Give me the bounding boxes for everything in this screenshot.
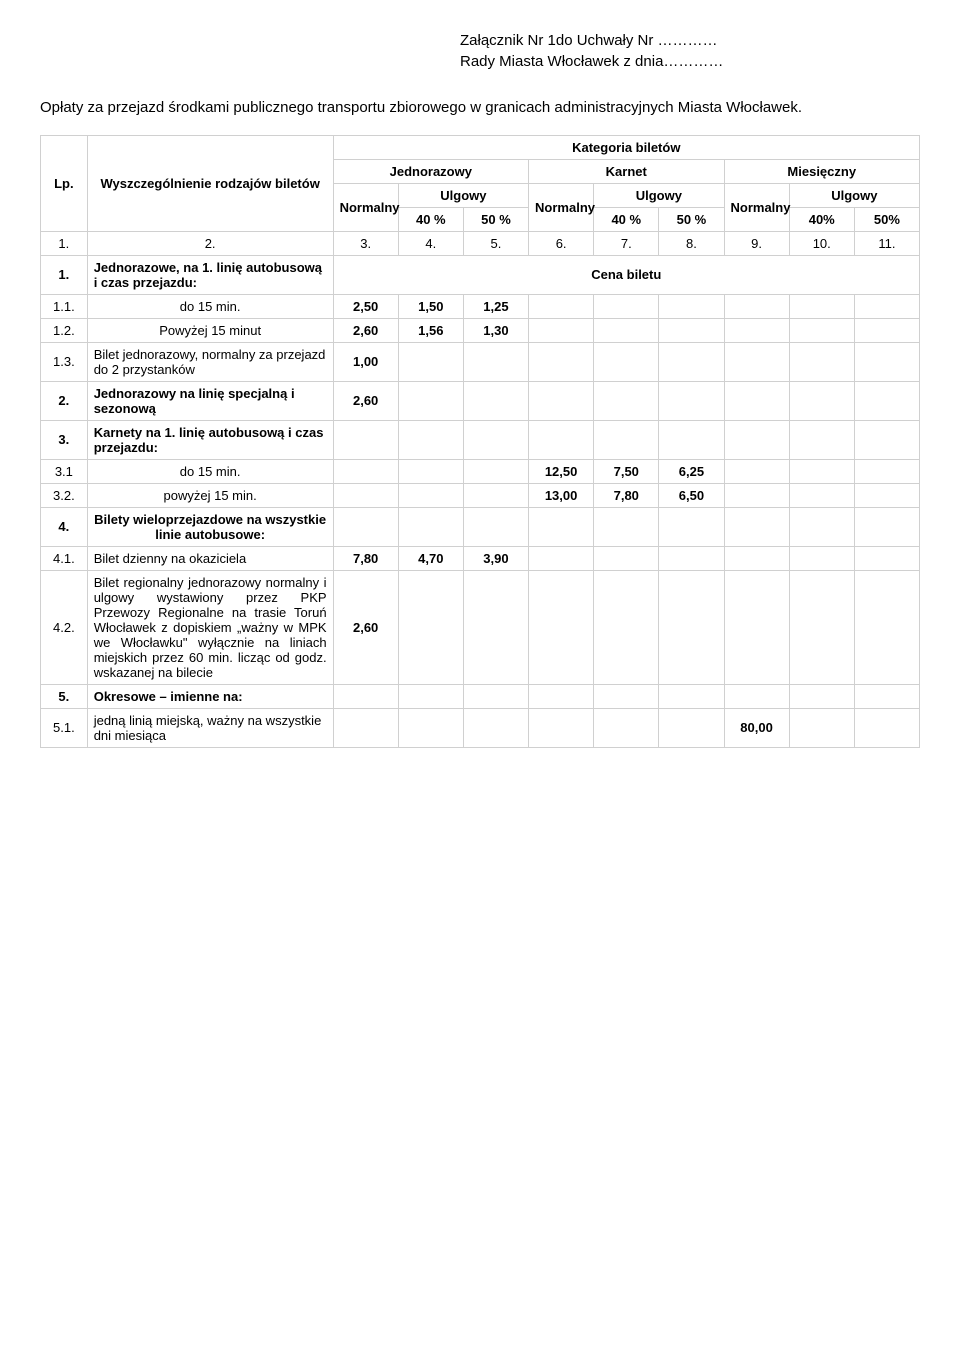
lp-13: 1.3. [41, 342, 88, 381]
header-row-1: Lp. Wyszczególnienie rodzajów biletów Ka… [41, 135, 920, 159]
num-4: 4. [398, 231, 463, 255]
header-line1: Załącznik Nr 1do Uchwały Nr ………… [460, 32, 718, 49]
v-41-3: 3,90 [463, 546, 528, 570]
desc-51: jedną linią miejską, ważny na wszystkie … [87, 708, 333, 747]
desc-12: Powyżej 15 minut [87, 318, 333, 342]
v-31-4: 12,50 [529, 459, 594, 483]
th-50b: 50 % [659, 207, 724, 231]
desc-32: powyżej 15 min. [87, 483, 333, 507]
th-kategoria: Kategoria biletów [333, 135, 919, 159]
v-12-3: 1,30 [463, 318, 528, 342]
lp-11: 1.1. [41, 294, 88, 318]
row-51: 5.1. jedną linią miejską, ważny na wszys… [41, 708, 920, 747]
th-norm3: Normalny [724, 183, 789, 231]
row-5: 5. Okresowe – imienne na: [41, 684, 920, 708]
v-11-2: 1,50 [398, 294, 463, 318]
v-32-4: 13,00 [529, 483, 594, 507]
number-row: 1. 2. 3. 4. 5. 6. 7. 8. 9. 10. 11. [41, 231, 920, 255]
th-wysz: Wyszczególnienie rodzajów biletów [87, 135, 333, 231]
lp-1: 1. [41, 255, 88, 294]
v-31-6: 6,25 [659, 459, 724, 483]
v-41-2: 4,70 [398, 546, 463, 570]
row-31: 3.1 do 15 min. 12,50 7,50 6,25 [41, 459, 920, 483]
v-13-1: 1,00 [333, 342, 398, 381]
num-9: 9. [724, 231, 789, 255]
th-ulg1: Ulgowy [398, 183, 528, 207]
v-12-2: 1,56 [398, 318, 463, 342]
desc-2: Jednorazowy na linię specjalną i sezonow… [87, 381, 333, 420]
v-42-1: 2,60 [333, 570, 398, 684]
lp-2: 2. [41, 381, 88, 420]
th-ulg2: Ulgowy [594, 183, 724, 207]
desc-31: do 15 min. [87, 459, 333, 483]
th-40b: 40 % [594, 207, 659, 231]
v-11-3: 1,25 [463, 294, 528, 318]
row-41: 4.1. Bilet dzienny na okaziciela 7,80 4,… [41, 546, 920, 570]
v-31-5: 7,50 [594, 459, 659, 483]
fare-table: Lp. Wyszczególnienie rodzajów biletów Ka… [40, 135, 920, 748]
desc-1: Jednorazowe, na 1. linię autobusową i cz… [87, 255, 333, 294]
lp-31: 3.1 [41, 459, 88, 483]
v-12-1: 2,60 [333, 318, 398, 342]
row-12: 1.2. Powyżej 15 minut 2,60 1,56 1,30 [41, 318, 920, 342]
num-2: 2. [87, 231, 333, 255]
num-8: 8. [659, 231, 724, 255]
row-2: 2. Jednorazowy na linię specjalną i sezo… [41, 381, 920, 420]
v-11-1: 2,50 [333, 294, 398, 318]
row-42: 4.2. Bilet regionalny jednorazowy normal… [41, 570, 920, 684]
desc-3: Karnety na 1. linię autobusową i czas pr… [87, 420, 333, 459]
num-7: 7. [594, 231, 659, 255]
th-40a: 40 % [398, 207, 463, 231]
row-13: 1.3. Bilet jednorazowy, normalny za prze… [41, 342, 920, 381]
lp-51: 5.1. [41, 708, 88, 747]
desc-11: do 15 min. [87, 294, 333, 318]
desc-41: Bilet dzienny na okaziciela [87, 546, 333, 570]
th-norm1: Normalny [333, 183, 398, 231]
v-51-7: 80,00 [724, 708, 789, 747]
lp-42: 4.2. [41, 570, 88, 684]
lp-41: 4.1. [41, 546, 88, 570]
th-lp: Lp. [41, 135, 88, 231]
num-1: 1. [41, 231, 88, 255]
th-norm2: Normalny [529, 183, 594, 231]
intro-paragraph: Opłaty za przejazd środkami publicznego … [40, 97, 920, 120]
th-50a: 50 % [463, 207, 528, 231]
lp-32: 3.2. [41, 483, 88, 507]
num-6: 6. [529, 231, 594, 255]
lp-4: 4. [41, 507, 88, 546]
row-1: 1. Jednorazowe, na 1. linię autobusową i… [41, 255, 920, 294]
th-karnet: Karnet [529, 159, 724, 183]
row-11: 1.1. do 15 min. 2,50 1,50 1,25 [41, 294, 920, 318]
row-3: 3. Karnety na 1. linię autobusową i czas… [41, 420, 920, 459]
num-5: 5. [463, 231, 528, 255]
desc-13: Bilet jednorazowy, normalny za przejazd … [87, 342, 333, 381]
num-3: 3. [333, 231, 398, 255]
lp-3: 3. [41, 420, 88, 459]
row-32: 3.2. powyżej 15 min. 13,00 7,80 6,50 [41, 483, 920, 507]
attachment-header: Załącznik Nr 1do Uchwały Nr ………… Rady Mi… [460, 30, 920, 72]
th-ulg3: Ulgowy [789, 183, 919, 207]
v-2-1: 2,60 [333, 381, 398, 420]
th-miesieczny: Miesięczny [724, 159, 920, 183]
th-jednorazowy: Jednorazowy [333, 159, 528, 183]
desc-4: Bilety wieloprzejazdowe na wszystkie lin… [87, 507, 333, 546]
num-11: 11. [854, 231, 919, 255]
desc-5: Okresowe – imienne na: [87, 684, 333, 708]
th-50c: 50% [854, 207, 919, 231]
desc-42: Bilet regionalny jednorazowy normalny i … [87, 570, 333, 684]
th-40c: 40% [789, 207, 854, 231]
v-32-6: 6,50 [659, 483, 724, 507]
header-line2: Rady Miasta Włocławek z dnia………… [460, 53, 723, 70]
v-32-5: 7,80 [594, 483, 659, 507]
cena-biletu: Cena biletu [333, 255, 919, 294]
num-10: 10. [789, 231, 854, 255]
lp-12: 1.2. [41, 318, 88, 342]
lp-5: 5. [41, 684, 88, 708]
row-4: 4. Bilety wieloprzejazdowe na wszystkie … [41, 507, 920, 546]
v-41-1: 7,80 [333, 546, 398, 570]
